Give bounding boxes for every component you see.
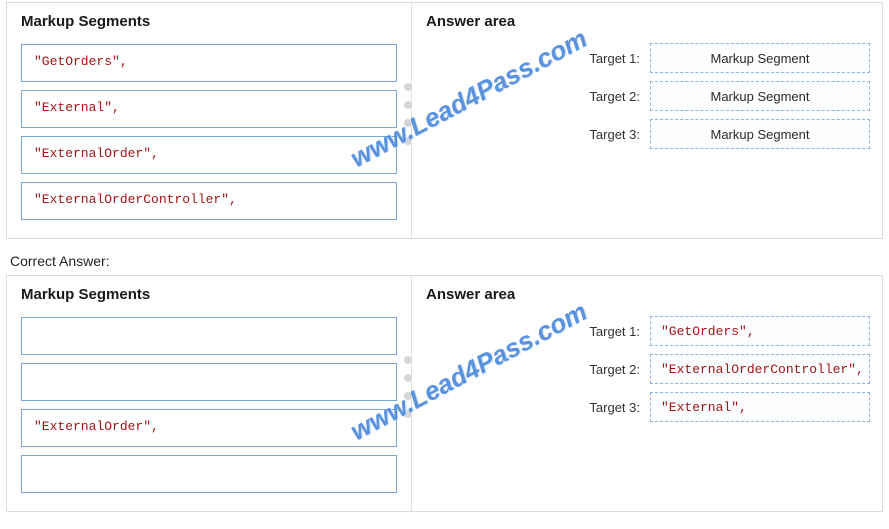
segment-item[interactable]: [21, 455, 397, 493]
question-answer-area-title: Answer area: [426, 13, 868, 30]
answer-targets: Target 1: "GetOrders", Target 2: "Extern…: [578, 316, 870, 430]
question-targets: Target 1: Markup Segment Target 2: Marku…: [578, 43, 870, 157]
answer-panel: Markup Segments "ExternalOrder", Answer …: [6, 275, 883, 512]
answer-left-column: Markup Segments "ExternalOrder",: [7, 276, 412, 511]
target-label: Target 3:: [578, 400, 640, 415]
answer-right-column: Answer area Target 1: "GetOrders", Targe…: [412, 276, 882, 511]
target-row: Target 2: Markup Segment: [578, 81, 870, 111]
target-row: Target 1: "GetOrders",: [578, 316, 870, 346]
segment-item[interactable]: "ExternalOrder",: [21, 136, 397, 174]
target-row: Target 3: Markup Segment: [578, 119, 870, 149]
segment-item[interactable]: "ExternalOrderController",: [21, 182, 397, 220]
target-dropzone[interactable]: Markup Segment: [650, 81, 870, 111]
answer-answer-area-title: Answer area: [426, 286, 868, 303]
question-right-column: Answer area Target 1: Markup Segment Tar…: [412, 3, 882, 238]
target-label: Target 3:: [578, 127, 640, 142]
target-dropzone[interactable]: Markup Segment: [650, 119, 870, 149]
segment-item[interactable]: "GetOrders",: [21, 44, 397, 82]
segment-item[interactable]: "External",: [21, 90, 397, 128]
target-label: Target 1:: [578, 324, 640, 339]
target-label: Target 2:: [578, 362, 640, 377]
correct-answer-label: Correct Answer:: [10, 253, 889, 269]
target-label: Target 2:: [578, 89, 640, 104]
question-segments-title: Markup Segments: [21, 13, 397, 30]
segment-item[interactable]: "ExternalOrder",: [21, 409, 397, 447]
target-dropzone[interactable]: "ExternalOrderController",: [650, 354, 870, 384]
question-left-column: Markup Segments "GetOrders", "External",…: [7, 3, 412, 238]
target-dropzone[interactable]: "External",: [650, 392, 870, 422]
segment-item[interactable]: [21, 317, 397, 355]
target-row: Target 1: Markup Segment: [578, 43, 870, 73]
segment-item[interactable]: [21, 363, 397, 401]
target-dropzone[interactable]: Markup Segment: [650, 43, 870, 73]
question-panel: Markup Segments "GetOrders", "External",…: [6, 2, 883, 239]
target-dropzone[interactable]: "GetOrders",: [650, 316, 870, 346]
target-row: Target 3: "External",: [578, 392, 870, 422]
target-row: Target 2: "ExternalOrderController",: [578, 354, 870, 384]
divider-dots: [404, 356, 412, 418]
divider-dots: [404, 83, 412, 145]
target-label: Target 1:: [578, 51, 640, 66]
answer-segments-title: Markup Segments: [21, 286, 397, 303]
